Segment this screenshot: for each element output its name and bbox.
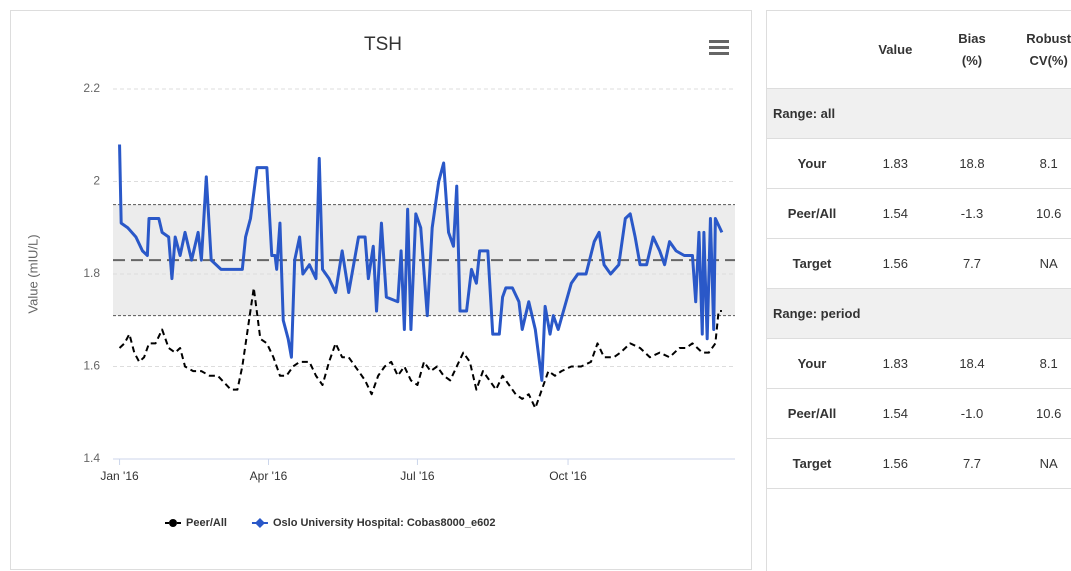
cell: 8.1 bbox=[1010, 338, 1071, 389]
row-label: Peer/All bbox=[767, 188, 857, 239]
data-row: Target 1.56 7.7 NA bbox=[767, 238, 1071, 289]
chart: TSH Value (mIU/L) 1.4 1.6 1.8 2 2.2 Jan '16 Ap… bbox=[25, 34, 735, 529]
page: {"chart_data": {"type": "line", "title":… bbox=[10, 10, 1071, 571]
column-header: Robust CV(%) bbox=[1026, 30, 1071, 68]
column-header: Value bbox=[878, 41, 913, 57]
cell: NA bbox=[1010, 238, 1071, 289]
cell: 1.56 bbox=[857, 238, 934, 289]
series-line bbox=[118, 286, 722, 410]
legend-label: Peer/All bbox=[186, 517, 227, 529]
cell: 1.83 bbox=[857, 138, 934, 189]
x-tick-label: Oct '16 bbox=[549, 469, 587, 483]
y-axis-label: Value (mIU/L) bbox=[25, 234, 40, 313]
x-tick-label: Jan '16 bbox=[100, 469, 139, 483]
data-row: Your 1.83 18.8 8.1 bbox=[767, 138, 1071, 189]
row-label: Target bbox=[767, 238, 857, 289]
row-label: Target bbox=[767, 438, 857, 489]
y-tick-label: 1.6 bbox=[83, 359, 100, 373]
data-row: Target 1.56 7.7 NA bbox=[767, 438, 1071, 489]
data-row: Peer/All 1.54 -1.3 10.6 bbox=[767, 188, 1071, 239]
y-tick-label: 1.8 bbox=[83, 266, 100, 280]
section-title: Range: period bbox=[767, 288, 1071, 339]
legend-marker bbox=[254, 518, 265, 528]
menu-bar bbox=[709, 52, 729, 55]
section-row: Range: all bbox=[767, 88, 1071, 139]
page-body: TSH Value (mIU/L) 1.4 1.6 1.8 2 2.2 Jan '16 Ap… bbox=[10, 10, 1071, 571]
column-header: Bias (%) bbox=[958, 30, 986, 68]
menu-button[interactable] bbox=[709, 40, 729, 55]
cell: 7.7 bbox=[933, 438, 1011, 489]
x-tick-label: Apr '16 bbox=[250, 469, 288, 483]
cell: 18.8 bbox=[933, 138, 1011, 189]
y-tick-label: 1.4 bbox=[83, 451, 100, 465]
legend-marker bbox=[169, 519, 177, 527]
cell: 8.1 bbox=[1010, 138, 1071, 189]
y-tick-label: 2.2 bbox=[83, 81, 100, 95]
stats-panel: Value Bias (%) Robust CV(%) Range: all Your 1… bbox=[766, 10, 1071, 571]
cell: 1.56 bbox=[857, 438, 934, 489]
row-label: Your bbox=[767, 138, 857, 189]
series-line bbox=[118, 144, 724, 382]
row-label: Peer/All bbox=[767, 388, 857, 439]
cell: 1.83 bbox=[857, 338, 934, 389]
section-row: Range: period bbox=[767, 288, 1071, 339]
menu-bar bbox=[709, 46, 729, 49]
section-title: Range: all bbox=[767, 88, 1071, 139]
header-cell: Bias (%) bbox=[933, 11, 1011, 89]
cell: -1.3 bbox=[933, 188, 1011, 239]
cell: NA bbox=[1010, 438, 1071, 489]
header-cell: Robust CV(%) bbox=[1010, 11, 1071, 89]
cell: 1.54 bbox=[857, 388, 934, 439]
data-row: Peer/All 1.54 -1.0 10.6 bbox=[767, 388, 1071, 439]
header-cell: Value bbox=[857, 11, 934, 89]
chart-title: TSH bbox=[364, 34, 402, 55]
legend-label: Oslo University Hospital: Cobas8000_e602 bbox=[273, 517, 496, 529]
cell: -1.0 bbox=[933, 388, 1011, 439]
cell: 18.4 bbox=[933, 338, 1011, 389]
cell: 7.7 bbox=[933, 238, 1011, 289]
y-tick-label: 2 bbox=[93, 174, 100, 188]
row-label: Your bbox=[767, 338, 857, 389]
data-row: Your 1.83 18.4 8.1 bbox=[767, 338, 1071, 389]
stats-table: Value Bias (%) Robust CV(%) Range: all Your 1… bbox=[767, 11, 1071, 489]
x-tick-label: Jul '16 bbox=[400, 469, 435, 483]
menu-bar bbox=[709, 40, 729, 43]
cell: 10.6 bbox=[1010, 388, 1071, 439]
cell: 1.54 bbox=[857, 188, 934, 239]
header-cell bbox=[767, 11, 857, 89]
cell: 10.6 bbox=[1010, 188, 1071, 239]
header-row: Value Bias (%) Robust CV(%) bbox=[767, 11, 1071, 89]
